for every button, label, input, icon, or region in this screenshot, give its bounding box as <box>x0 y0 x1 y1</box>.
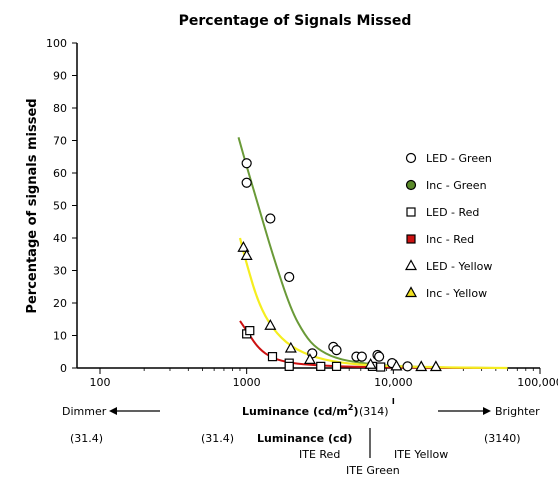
legend-marker <box>406 234 416 244</box>
cd-mid-label: (31.4) <box>201 432 234 445</box>
data-point-led-red <box>284 361 294 371</box>
y-ticks: 0 10 20 30 40 50 60 70 80 90 100 <box>46 37 77 375</box>
x-tick-label: 100,000 <box>517 376 558 389</box>
data-point-led-red <box>245 326 255 336</box>
legend-label: Inc - Yellow <box>426 287 487 300</box>
data-point-led-red <box>316 361 326 371</box>
data-point-led-green <box>402 361 413 372</box>
y-tick-label: 90 <box>53 70 67 83</box>
data-point-led-yellow <box>237 241 250 252</box>
legend-label: LED - Red <box>426 206 479 219</box>
y-tick-label: 30 <box>53 265 67 278</box>
data-point-led-green <box>241 158 252 169</box>
chart-title: Percentage of Signals Missed <box>179 13 412 29</box>
y-tick-label: 10 <box>53 330 67 343</box>
data-point-led-green <box>331 345 342 356</box>
data-point-led-yellow <box>429 360 442 372</box>
y-axis-label: Percentage of signals missed <box>25 98 40 313</box>
ite-yellow-label: ITE Yellow <box>394 448 448 461</box>
fit-curve-inc-yellow <box>238 237 508 370</box>
legend-label: LED - Green <box>426 152 492 165</box>
legend-label: Inc - Green <box>426 179 487 192</box>
ite-green-label: ITE Green <box>346 464 400 477</box>
data-point-led-yellow <box>303 353 316 364</box>
legend-marker <box>405 179 417 191</box>
data-point-led-yellow <box>240 249 253 260</box>
x-tick-label: 1000 <box>233 376 261 389</box>
x-tick-label: 100 <box>90 376 111 389</box>
brighter-annotation: Brighter <box>438 405 540 418</box>
data-point-led-red <box>376 362 386 372</box>
legend-label: Inc - Red <box>426 233 474 246</box>
cd-314-label: (314) <box>359 405 389 418</box>
dimmer-annotation: Dimmer <box>62 405 160 418</box>
x-ticks: 100 1000 10,000 100,000 <box>90 368 558 404</box>
data-point-led-yellow <box>390 359 403 371</box>
x-tick-label: 10,000 <box>374 376 413 389</box>
cd-right-label: (3140) <box>484 432 521 445</box>
dimmer-arrowhead <box>109 407 117 415</box>
fit-curve-inc-red <box>239 320 508 369</box>
legend-label: LED - Yellow <box>426 260 492 273</box>
data-point-led-red <box>267 352 278 362</box>
data-point-led-green <box>356 351 367 362</box>
legend-marker <box>404 259 418 271</box>
data-point-led-green <box>374 351 385 362</box>
x-axis-label: Luminance (cd/m2) <box>242 403 358 418</box>
y-tick-label: 40 <box>53 232 67 245</box>
legend: LED - Green Inc - Green LED - Red Inc - Red… <box>404 152 492 300</box>
data-point-led-red <box>331 361 342 371</box>
y-tick-label: 60 <box>53 167 67 180</box>
ite-red-label: ITE Red <box>299 448 340 461</box>
data-point-led-green <box>284 271 295 283</box>
data-point-led-yellow <box>264 319 277 330</box>
cd-axis-label: Luminance (cd) <box>257 432 352 445</box>
y-tick-label: 100 <box>46 37 67 50</box>
data-point-led-green <box>241 177 252 188</box>
y-tick-label: 0 <box>60 362 67 375</box>
brighter-arrowhead <box>483 407 491 415</box>
data-markers <box>237 158 442 372</box>
legend-marker <box>405 152 417 164</box>
data-point-led-yellow <box>415 360 428 372</box>
y-tick-label: 70 <box>53 135 67 148</box>
data-point-led-yellow <box>284 341 297 353</box>
y-tick-label: 80 <box>53 102 67 115</box>
data-point-led-yellow <box>364 358 377 369</box>
y-tick-label: 50 <box>53 200 67 213</box>
y-tick-label: 20 <box>53 297 67 310</box>
fit-curves <box>237 137 508 370</box>
brighter-label: Brighter <box>495 405 540 418</box>
data-point-led-green <box>265 213 276 224</box>
legend-marker <box>406 207 416 217</box>
cd-left-label: (31.4) <box>70 432 103 445</box>
legend-marker <box>404 286 418 298</box>
dimmer-label: Dimmer <box>62 405 107 418</box>
